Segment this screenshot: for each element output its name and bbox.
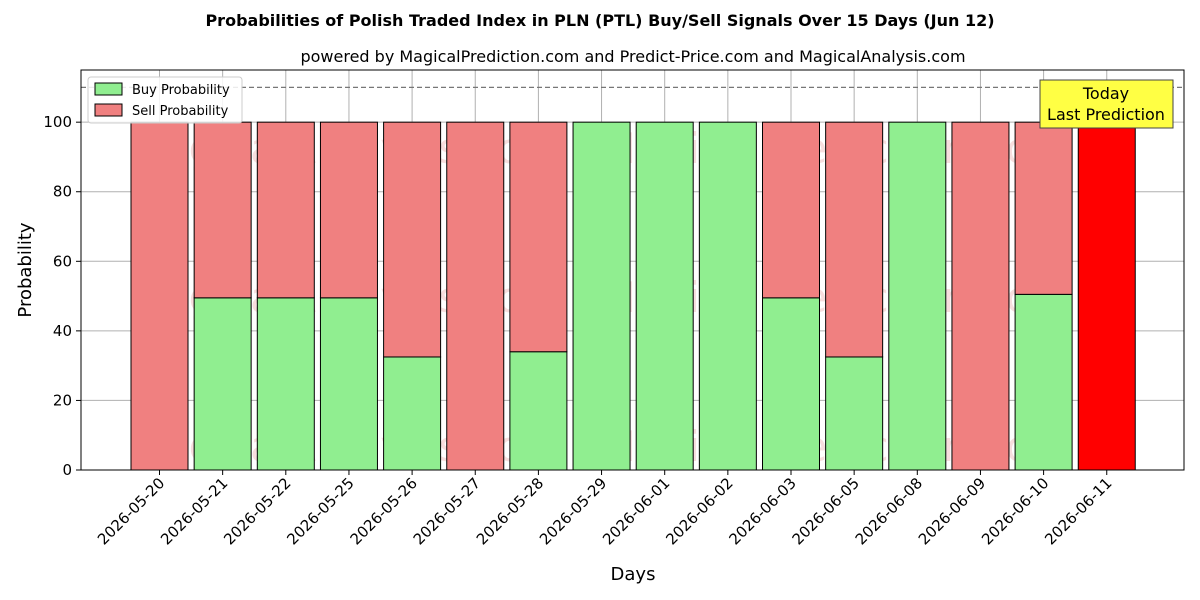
x-axis: 2026-05-202026-05-212026-05-222026-05-25… <box>94 470 1116 548</box>
x-tick-label: 2026-06-05 <box>789 474 863 548</box>
today-annotation-box <box>1039 79 1174 129</box>
x-tick-label: 2026-05-29 <box>536 474 610 548</box>
legend-swatch-buy <box>94 82 123 96</box>
bar-sell <box>951 121 1010 471</box>
bars <box>130 121 1136 471</box>
today-annotation-line1: Today <box>1082 84 1129 103</box>
x-tick-label: 2026-05-21 <box>157 474 231 548</box>
x-tick-label: 2026-06-02 <box>662 474 736 548</box>
bar-sell <box>319 121 378 299</box>
plot-frame <box>80 69 1185 471</box>
bar-sell <box>446 121 505 471</box>
today-annotation: Today Last Prediction <box>1039 79 1174 129</box>
bar-buy <box>825 356 884 471</box>
x-tick-label: 2026-05-27 <box>410 474 484 548</box>
bar-buy <box>698 121 757 471</box>
bar-buy <box>1014 293 1073 471</box>
bar-sell <box>825 121 884 358</box>
x-tick-label: 2026-06-10 <box>978 474 1052 548</box>
bar-sell <box>1014 121 1073 295</box>
bar-buy <box>509 351 568 471</box>
bar-sell <box>193 121 252 299</box>
bar-sell <box>1077 121 1136 471</box>
x-tick-label: 2026-06-09 <box>915 474 989 548</box>
bar-sell <box>383 121 442 358</box>
chart-title: Probabilities of Polish Traded Index in … <box>205 11 994 30</box>
legend: Buy Probability Sell Probability <box>87 76 243 124</box>
today-annotation-line2: Last Prediction <box>1047 105 1165 124</box>
bar-buy <box>762 297 820 471</box>
y-tick-label: 20 <box>53 391 72 409</box>
legend-label-sell: Sell Probability <box>132 104 229 119</box>
x-tick-label: 2026-05-25 <box>283 474 357 548</box>
x-tick-label: 2026-05-22 <box>220 474 294 548</box>
x-tick-label: 2026-06-01 <box>599 474 673 548</box>
y-tick-label: 0 <box>62 461 72 479</box>
x-tick-label: 2026-05-26 <box>347 474 421 548</box>
legend-swatch-sell <box>94 103 123 117</box>
bar-buy <box>193 297 252 471</box>
y-tick-label: 100 <box>43 113 72 131</box>
x-tick-label: 2026-05-28 <box>473 474 547 548</box>
bar-buy <box>383 356 442 471</box>
bar-buy <box>256 297 315 471</box>
y-tick-label: 40 <box>53 322 72 340</box>
bar-sell <box>762 121 820 299</box>
x-tick-label: 2026-06-03 <box>725 474 799 548</box>
x-tick-label: 2026-06-11 <box>1041 474 1115 548</box>
bar-sell <box>509 121 568 353</box>
bar-sell <box>256 121 315 299</box>
y-axis-label: Probability <box>15 222 36 317</box>
bar-sell <box>130 121 189 471</box>
x-tick-label: 2026-05-20 <box>94 474 168 548</box>
bar-buy <box>319 297 378 471</box>
bar-buy <box>888 121 947 471</box>
y-axis: 0 20 40 60 80 100 <box>43 113 81 479</box>
y-tick-label: 80 <box>53 183 72 201</box>
y-tick-label: 60 <box>53 252 72 270</box>
bar-buy <box>572 121 631 471</box>
x-tick-label: 2026-06-08 <box>852 474 926 548</box>
x-axis-label: Days <box>611 564 656 585</box>
legend-frame <box>87 76 243 124</box>
bar-buy <box>635 121 694 471</box>
legend-label-buy: Buy Probability <box>132 83 230 98</box>
chart-subtitle: powered by MagicalPrediction.com and Pre… <box>300 47 965 66</box>
